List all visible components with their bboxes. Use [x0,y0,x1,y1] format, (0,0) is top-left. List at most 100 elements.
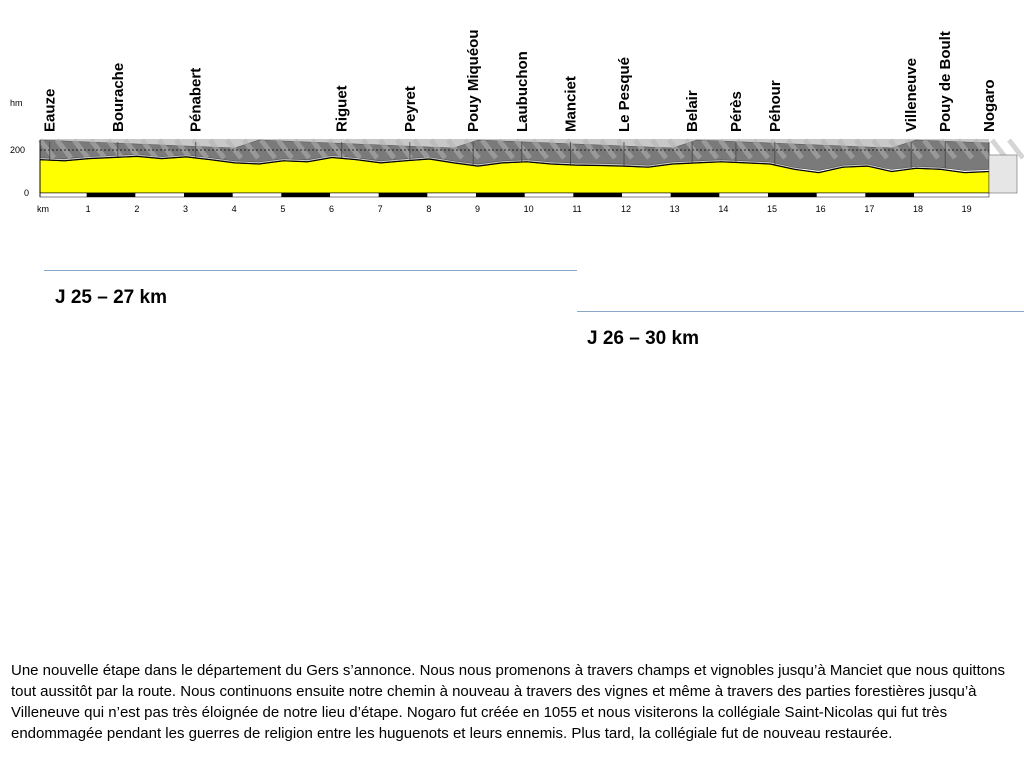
x-tick-label: 6 [329,204,334,214]
relief-stripe [225,138,243,160]
place-label: Nogaro [981,80,998,133]
road-bar [39,192,990,198]
relief-stripe [174,138,192,160]
relief-stripe [293,138,311,160]
relief-stripe [701,138,719,160]
place-labels: Eauze Bourache Pénabert Riguet Peyret Pouy Mi… [42,30,998,133]
x-tick-label: 9 [475,204,480,214]
place-label: Le Pesqué [616,57,633,132]
y-tick-label: 0 [24,188,29,198]
relief-stripe [378,138,396,160]
elevation-line [39,155,990,174]
relief-stripe [310,138,328,160]
relief-stripe [514,138,532,160]
x-tick-label: 15 [767,204,777,214]
x-tick-label: 14 [718,204,728,214]
stage-label-j26: J 26 – 30 km [587,328,699,349]
relief-stripe [565,138,583,160]
relief-stripe [667,138,685,160]
relief-stripe [344,138,362,160]
stage-label-j25: J 25 – 27 km [55,287,167,308]
relief-stripe [735,138,753,160]
relief-stripe [361,138,379,160]
relief-stripe [429,138,447,160]
relief-stripe [650,138,668,160]
road-segment [86,193,136,197]
road-segment [281,193,330,197]
x-tick-label: 17 [864,204,874,214]
x-tick-label: 7 [378,204,383,214]
relief-stripe [752,138,770,160]
relief-stripe [854,138,872,160]
place-label: Pouy Miquéou [465,30,482,133]
relief-stripe [157,138,175,160]
x-tick-label: 13 [670,204,680,214]
relief-stripe [259,138,277,160]
relief-stripe [786,138,804,160]
road-segment [573,193,622,197]
place-label: Eauze [42,89,59,132]
road-segment [184,193,233,197]
relief-stripe [599,138,617,160]
place-label: Bourache [110,63,127,132]
x-tick-label: 3 [183,204,188,214]
relief-stripe [395,138,413,160]
relief-stripe [276,138,294,160]
relief-stripe [684,138,702,160]
relief-stripe [55,138,73,160]
place-label: Péhour [767,80,784,132]
elevation-area [39,154,1018,194]
relief-stripe [548,138,566,160]
relief-stripe [412,138,430,160]
place-label: Pérès [728,91,745,132]
relief-stripe [327,138,345,160]
place-label: Peyret [402,86,419,132]
relief-stripe [463,138,481,160]
place-label: Manciet [563,76,580,132]
relief-stripe [191,138,209,160]
relief-stripe [939,138,957,160]
relief-stripe [242,138,260,160]
relief-stripe [888,138,906,160]
relief-stripe [582,138,600,160]
road-segment [378,193,428,197]
relief-stripe [1007,138,1024,160]
x-tick-label: 5 [280,204,285,214]
relief-stripe [208,138,226,160]
road-segment [476,193,525,197]
place-label: Pénabert [188,68,205,132]
relief-stripe [89,138,107,160]
stage-description: Une nouvelle étape dans le département d… [11,662,1005,742]
relief-stripe [140,138,158,160]
x-axis-label: km [37,204,49,214]
x-tick-label: 1 [86,204,91,214]
relief-stripe [956,138,974,160]
relief-stripe [820,138,838,160]
relief-stripe [973,138,991,160]
relief-stripe [616,138,634,160]
x-tick-label: 19 [962,204,972,214]
road-segment [768,193,817,197]
relief-stripe [446,138,464,160]
relief-stripe [905,138,923,160]
x-tick-label: 16 [816,204,826,214]
stage-divider-line [577,311,1024,312]
y-tick-label: 200 [10,145,25,155]
stage-divider-line [44,270,577,271]
place-label: Riguet [334,85,351,132]
relief-stripe [769,138,787,160]
relief-stripe [480,138,498,160]
x-tick-label: 12 [621,204,631,214]
relief-stripe [718,138,736,160]
place-label: Pouy de Boult [937,31,954,132]
x-tick-label: 10 [524,204,534,214]
relief-stripe [72,138,90,160]
x-tick-label: 8 [426,204,431,214]
road-segment [670,193,720,197]
place-label: Laubuchon [514,51,531,132]
relief-stripe [871,138,889,160]
road-segment [865,193,914,197]
